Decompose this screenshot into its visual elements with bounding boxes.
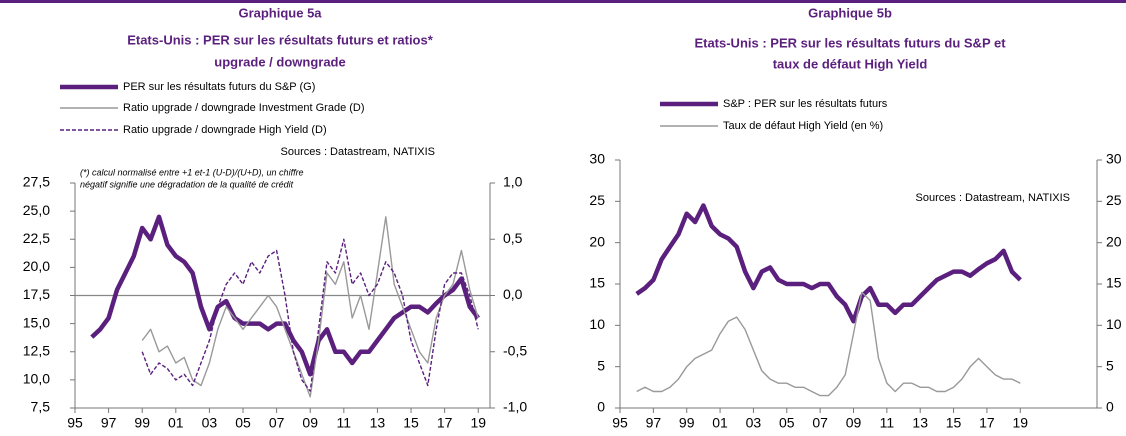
x-tick-label: 11 bbox=[337, 415, 352, 431]
y2-tick-label: 5 bbox=[1106, 357, 1114, 373]
x-tick-label: 97 bbox=[101, 415, 117, 431]
y-tick-label: 30 bbox=[589, 151, 605, 167]
y-tick-label: 10 bbox=[589, 316, 605, 332]
chart-title: Graphique 5a bbox=[238, 5, 322, 20]
y-tick-label: 12,5 bbox=[23, 342, 50, 358]
y-tick-label: 20,0 bbox=[23, 258, 50, 274]
x-tick-label: 15 bbox=[403, 415, 419, 431]
sources: Sources : Datastream, NATIXIS bbox=[281, 146, 435, 158]
legend-label: S&P : PER sur les résultats futurs bbox=[723, 98, 888, 110]
x-tick-label: 13 bbox=[370, 415, 386, 431]
sources: Sources : Datastream, NATIXIS bbox=[916, 192, 1070, 204]
chart-subtitle: Etats-Unis : PER sur les résultats futur… bbox=[127, 32, 434, 47]
x-tick-label: 17 bbox=[979, 415, 995, 431]
y-tick-label: 0 bbox=[597, 399, 605, 415]
chart-title: Graphique 5b bbox=[808, 5, 892, 20]
x-tick-label: 03 bbox=[746, 415, 762, 431]
y2-tick-label: -1,0 bbox=[503, 399, 527, 415]
y2-tick-label: 30 bbox=[1106, 151, 1122, 167]
x-tick-label: 11 bbox=[880, 415, 895, 431]
series-line bbox=[636, 291, 1021, 397]
y-tick-label: 15,0 bbox=[23, 314, 50, 330]
chart-subtitle: Etats-Unis : PER sur les résultats futur… bbox=[694, 35, 1006, 50]
x-tick-label: 07 bbox=[812, 415, 828, 431]
x-tick-label: 99 bbox=[134, 415, 150, 431]
chart-subtitle: taux de défaut High Yield bbox=[773, 56, 928, 71]
x-tick-label: 19 bbox=[1012, 415, 1028, 431]
legend-label: Ratio upgrade / downgrade High Yield (D) bbox=[123, 124, 327, 136]
y2-tick-label: 25 bbox=[1106, 192, 1122, 208]
x-tick-label: 07 bbox=[269, 415, 285, 431]
chart-subtitle: upgrade / downgrade bbox=[214, 54, 345, 69]
x-tick-label: 95 bbox=[612, 415, 628, 431]
legend-label: Taux de défaut High Yield (en %) bbox=[723, 120, 883, 132]
x-tick-label: 15 bbox=[946, 415, 962, 431]
top-bar bbox=[0, 0, 1126, 3]
x-tick-label: 05 bbox=[779, 415, 795, 431]
y2-tick-label: -0,5 bbox=[503, 342, 527, 358]
x-tick-label: 03 bbox=[202, 415, 218, 431]
y-tick-label: 25,0 bbox=[23, 202, 50, 218]
y2-tick-label: 20 bbox=[1106, 233, 1122, 249]
legend-label: Ratio upgrade / downgrade Investment Gra… bbox=[123, 102, 365, 114]
y2-tick-label: 0,0 bbox=[503, 286, 523, 302]
y2-tick-label: 1,0 bbox=[503, 174, 523, 190]
series-line bbox=[141, 238, 479, 392]
x-tick-label: 19 bbox=[470, 415, 486, 431]
note: négatif signifie une dégradation de la q… bbox=[80, 179, 294, 189]
y-tick-label: 17,5 bbox=[23, 286, 50, 302]
y2-tick-label: 10 bbox=[1106, 316, 1122, 332]
note: (*) calcul normalisé entre +1 et-1 (U-D)… bbox=[80, 167, 304, 177]
x-tick-label: 09 bbox=[846, 415, 862, 431]
x-tick-label: 13 bbox=[912, 415, 928, 431]
y-tick-label: 15 bbox=[589, 275, 605, 291]
x-tick-label: 17 bbox=[437, 415, 453, 431]
y-tick-label: 22,5 bbox=[23, 230, 50, 246]
legend-label: PER sur les résultats futurs du S&P (G) bbox=[123, 81, 315, 93]
x-tick-label: 95 bbox=[67, 415, 83, 431]
y-tick-label: 7,5 bbox=[31, 399, 51, 415]
y-tick-label: 25 bbox=[589, 192, 605, 208]
series-line bbox=[90, 214, 480, 377]
x-tick-label: 97 bbox=[646, 415, 662, 431]
series-line bbox=[141, 216, 479, 398]
y2-tick-label: 15 bbox=[1106, 275, 1122, 291]
y2-tick-label: 0 bbox=[1106, 399, 1114, 415]
y-tick-label: 20 bbox=[589, 233, 605, 249]
y2-tick-label: 0,5 bbox=[503, 230, 523, 246]
x-tick-label: 05 bbox=[235, 415, 251, 431]
x-tick-label: 01 bbox=[168, 415, 184, 431]
x-tick-label: 01 bbox=[712, 415, 728, 431]
y-tick-label: 10,0 bbox=[23, 371, 50, 387]
series-line bbox=[635, 203, 1022, 324]
x-tick-label: 09 bbox=[302, 415, 318, 431]
y-tick-label: 27,5 bbox=[23, 174, 50, 190]
y-tick-label: 5 bbox=[597, 357, 605, 373]
x-tick-label: 99 bbox=[679, 415, 695, 431]
